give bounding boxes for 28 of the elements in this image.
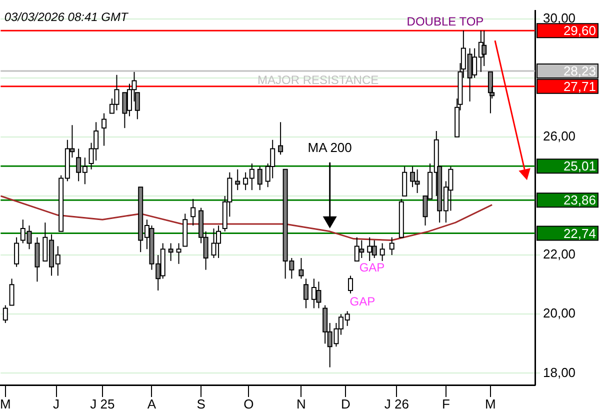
y-tick-label: 20,00 (543, 306, 576, 321)
x-tick-label: J 25 (90, 396, 115, 412)
annotation: 03/03/2026 08:41 GMT (4, 10, 130, 24)
x-tick-label: A (147, 396, 156, 412)
x-tick-label: O (244, 396, 254, 412)
x-tick-label: S (196, 396, 206, 412)
x-tick-label: D (341, 396, 350, 412)
ref-line-label: 29,60 (563, 23, 596, 38)
annotation: MAJOR RESISTANCE (257, 73, 379, 88)
text: MA 200 (308, 140, 352, 155)
x-tick-label: J (53, 396, 60, 412)
ref-line-label: 28,23 (563, 64, 596, 79)
y-tick-label: 30,00 (543, 10, 576, 26)
ref-line-label: 23,86 (563, 192, 596, 208)
x-tick-label: J 26 (384, 396, 409, 412)
annotation: DOUBLE TOP (406, 14, 484, 29)
ref-line-label: 27,71 (563, 78, 596, 94)
x-tick-label: N (296, 396, 306, 412)
y-tick-label: 22,00 (543, 246, 576, 262)
x-tick-label: M (485, 396, 496, 412)
y-tick-label: 26,00 (543, 128, 576, 144)
x-tick-label: F (442, 396, 450, 412)
y-tick-label: 18,00 (543, 364, 576, 380)
annotation: GAP (359, 260, 385, 275)
ref-line-label: 22,74 (563, 226, 596, 241)
annotation: GAP (350, 294, 376, 309)
x-tick-label: M (0, 396, 11, 412)
ref-line-label: 25,01 (563, 158, 596, 174)
